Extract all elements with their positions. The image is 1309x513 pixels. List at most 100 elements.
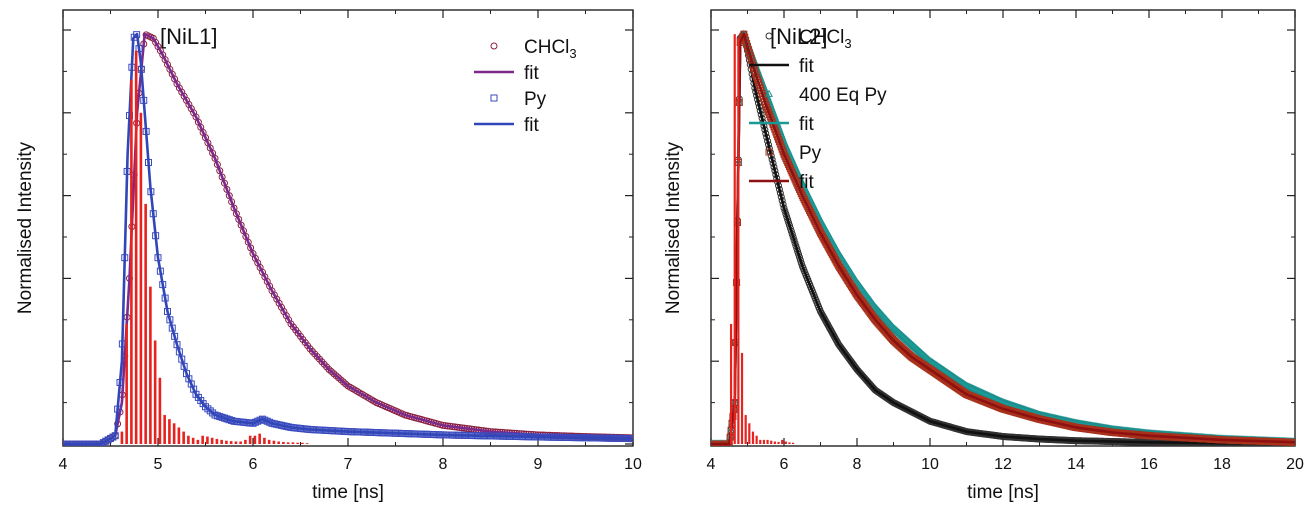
irf-bar — [229, 441, 233, 444]
irf-bar — [766, 439, 769, 444]
irf-bar — [134, 50, 138, 444]
x-tick-label: 6 — [780, 456, 789, 473]
legend-label: fit — [524, 115, 540, 136]
irf-bar — [258, 433, 261, 444]
irf-bar — [286, 442, 290, 444]
irf-bar — [781, 439, 784, 444]
legend-item: CHCl3 — [490, 37, 577, 61]
irf-bar — [215, 439, 219, 444]
x-tick-label: 16 — [1140, 456, 1158, 473]
plot-frame — [62, 9, 634, 447]
legend-label: 400 Eq Py — [799, 85, 887, 106]
data-point — [330, 370, 338, 378]
data-point — [204, 405, 212, 413]
plot-area — [63, 31, 633, 446]
legend-label: fit — [799, 56, 815, 77]
irf-bar — [234, 441, 238, 444]
irf-bar — [139, 112, 143, 445]
data-point — [327, 368, 335, 376]
data-point — [325, 365, 333, 373]
data-point — [337, 376, 345, 384]
irf-bar — [748, 423, 751, 444]
irf-bar — [158, 377, 162, 444]
legend-label-main: fit — [799, 56, 815, 77]
fit-line — [63, 32, 633, 446]
irf-bar — [729, 323, 733, 444]
x-tick-label: 14 — [1067, 456, 1085, 473]
legend-item: fit — [474, 63, 540, 84]
x-tick-label: 4 — [707, 456, 716, 473]
x-axis-title: time [ns] — [312, 482, 384, 503]
x-tick-label: 10 — [624, 456, 642, 473]
irf-bar — [759, 439, 762, 444]
irf-bar — [172, 423, 176, 444]
irf-bar — [282, 441, 285, 444]
irf-bar — [130, 79, 133, 445]
irf-bar — [751, 431, 755, 444]
x-tick-label: 20 — [1286, 456, 1304, 473]
x-tick-label: 4 — [59, 456, 68, 473]
legend-label: Py — [799, 143, 822, 164]
irf-bar — [744, 415, 747, 444]
irf-bar — [187, 435, 190, 444]
legend-label-main: CHCl — [524, 37, 569, 58]
legend-item: 400 Eq Py — [765, 85, 887, 106]
legend-label: CHCl3 — [799, 27, 852, 51]
irf-bar — [253, 435, 257, 444]
legend-label: fit — [799, 172, 815, 193]
irf-bar — [239, 441, 242, 444]
irf-bar — [737, 38, 740, 444]
irf-bar — [144, 203, 147, 444]
panel-title: [NiL1] — [160, 24, 217, 49]
legend-item: Py — [490, 89, 547, 110]
x-tick-label: 8 — [439, 456, 448, 473]
legend-label-main: Py — [799, 143, 822, 164]
legend-marker — [765, 148, 773, 156]
legend-marker — [765, 32, 773, 40]
chart-panel-2: 4 6 8 10 12 14 16 18 20 time [ns] Normalised Inten… — [663, 9, 1304, 503]
legend: CHCl3 fit 400 Eq Py fit Py fit — [749, 27, 887, 193]
irf-bar — [220, 439, 223, 444]
legend-label: Py — [524, 89, 547, 110]
legend-item: CHCl3 — [765, 27, 852, 51]
legend-item: fit — [749, 172, 815, 193]
legend-marker — [765, 89, 773, 97]
legend-marker — [490, 94, 498, 102]
irf-bar — [206, 436, 209, 444]
irf-bar — [248, 435, 252, 444]
data-point — [109, 433, 117, 441]
x-tick-label: 6 — [249, 456, 258, 473]
irf-bar — [267, 439, 271, 444]
irf-bar — [225, 440, 228, 444]
x-tick-label: 9 — [534, 456, 543, 473]
irf-bar — [263, 437, 266, 444]
legend-label-main: fit — [524, 63, 540, 84]
irf-bar — [201, 435, 204, 444]
data-point — [202, 403, 209, 411]
irf-bar — [244, 439, 247, 444]
x-tick-label: 5 — [154, 456, 163, 473]
legend-label-main: Py — [524, 89, 547, 110]
x-axis-title: time [ns] — [967, 482, 1039, 503]
y-axis-title: Normalised Intensity — [15, 141, 36, 314]
legend-label-main: fit — [799, 172, 815, 193]
data-point — [206, 407, 214, 415]
data-point — [342, 380, 350, 388]
irf-bar — [777, 441, 780, 444]
x-tick-label: 8 — [853, 456, 862, 473]
irf-bar — [792, 442, 795, 444]
irf-bar — [740, 352, 744, 444]
irf-bar — [784, 441, 787, 444]
legend-label: CHCl3 — [524, 37, 577, 61]
irf-bar — [296, 442, 299, 444]
legend-label-main: fit — [799, 114, 815, 135]
legend-label: fit — [524, 63, 540, 84]
irf-bar — [762, 439, 766, 444]
irf-bar — [277, 441, 280, 444]
legend-label-sub: 3 — [569, 46, 576, 61]
x-tick-label: 18 — [1213, 456, 1231, 473]
legend-item: Py — [765, 143, 822, 164]
data-point — [339, 378, 347, 386]
irf-bar — [177, 427, 181, 444]
legend-item: fit — [749, 114, 815, 135]
